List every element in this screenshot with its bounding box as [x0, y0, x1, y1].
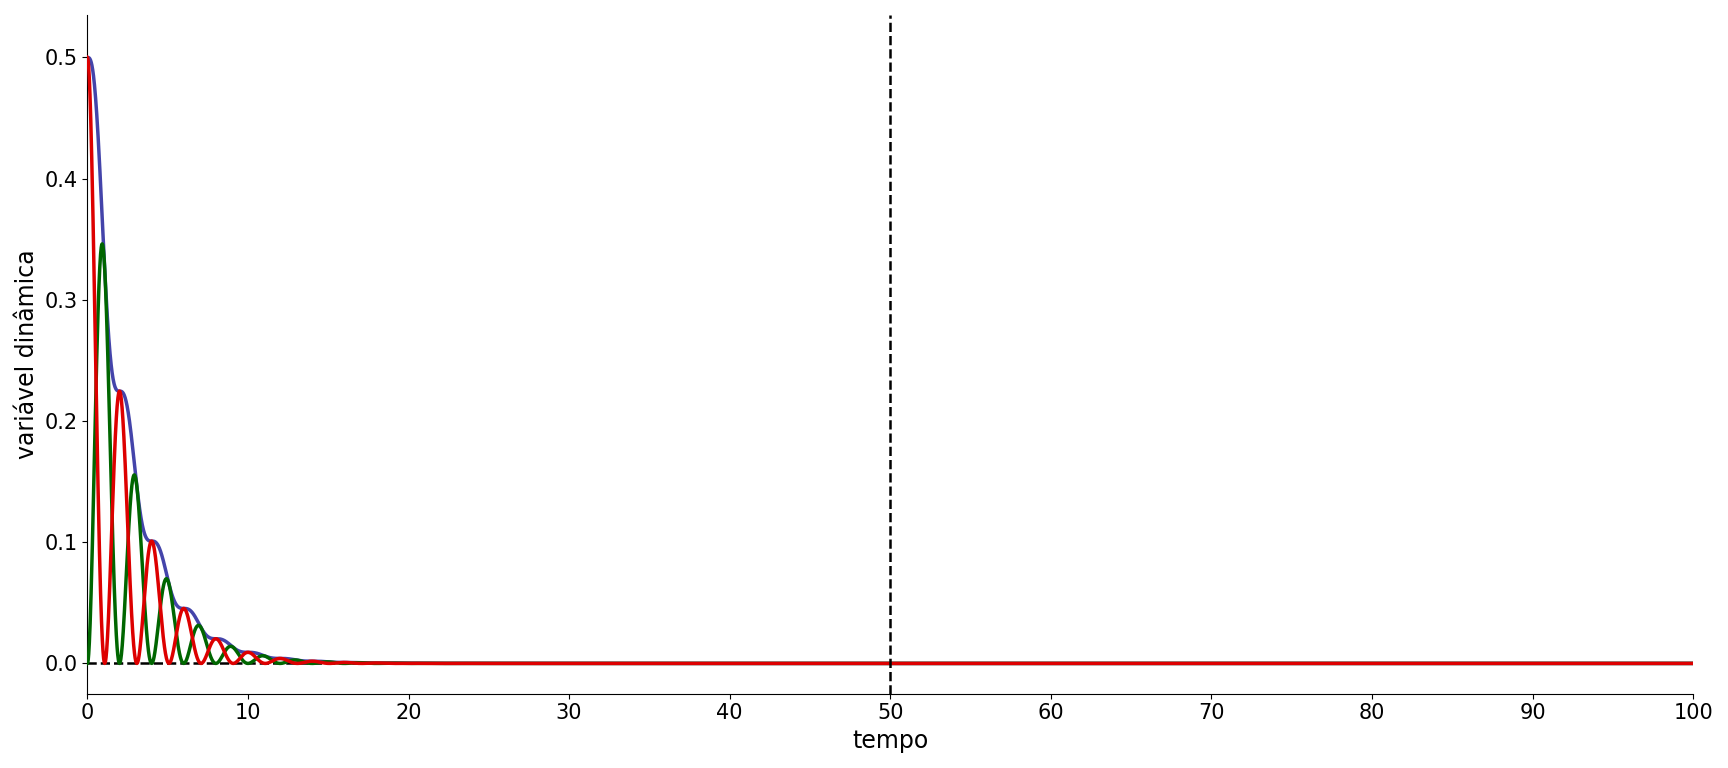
Y-axis label: variável dinâmica: variável dinâmica [16, 250, 40, 459]
X-axis label: tempo: tempo [852, 729, 928, 753]
